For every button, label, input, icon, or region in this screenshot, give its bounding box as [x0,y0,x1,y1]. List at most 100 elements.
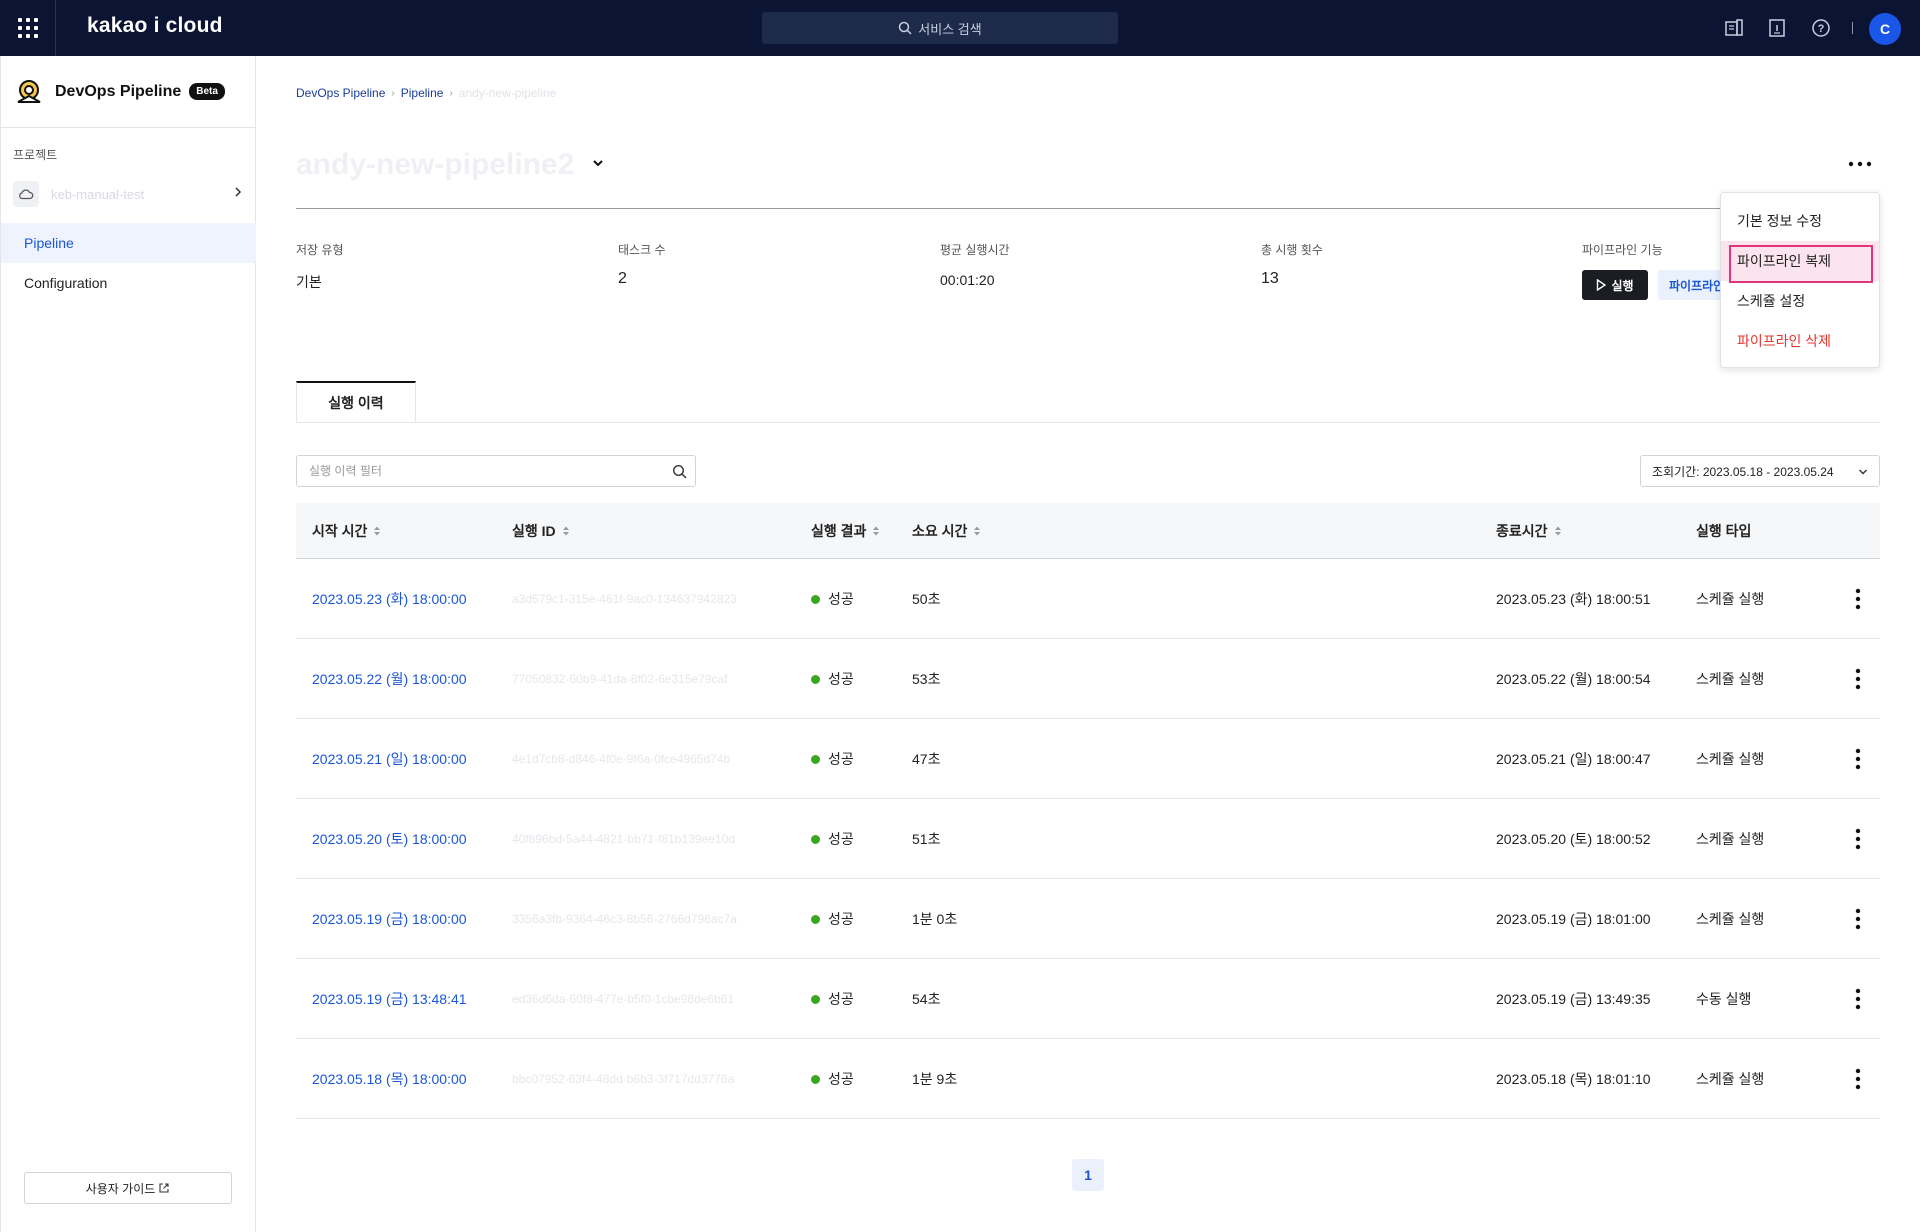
more-vertical-icon [1855,988,1861,1010]
breadcrumb-root[interactable]: DevOps Pipeline [296,86,386,100]
project-name: keb-manual-test [51,186,145,202]
sidebar-item-pipeline[interactable]: Pipeline [1,223,256,263]
sidebar-item-configuration[interactable]: Configuration [1,263,256,303]
beta-badge: Beta [189,83,225,100]
row-more-button[interactable] [1846,1066,1870,1092]
title-divider [296,208,1880,209]
row-result: 성공 [811,559,854,639]
tab-history[interactable]: 실행 이력 [296,381,416,423]
history-filter-input[interactable] [309,464,649,478]
menu-item-edit-info[interactable]: 기본 정보 수정 [1721,201,1879,241]
row-more-button[interactable] [1846,906,1870,932]
row-start-time[interactable]: 2023.05.22 (월) 18:00:00 [312,671,467,687]
row-run-id: 40f896bd-5a44-4821-bb71-f81b139ee10d [512,832,735,846]
success-status-icon [811,834,820,844]
pipeline-more-menu: 기본 정보 수정 파이프라인 복제 스케쥴 설정 파이프라인 삭제 [1720,192,1880,368]
search-icon[interactable] [672,464,687,479]
svg-text:?: ? [1818,23,1825,35]
stat-label: 저장 유형 [296,243,344,257]
row-result-label: 성공 [828,991,854,1007]
project-selector[interactable]: keb-manual-test [13,180,243,208]
stat-label: 태스크 수 [618,243,666,257]
row-more-button[interactable] [1846,826,1870,852]
stat-avg-time: 평균 실행시간 00:01:20 [940,241,1010,288]
chevron-right-icon: › [449,87,453,99]
breadcrumb-section[interactable]: Pipeline [400,86,444,100]
row-start-time[interactable]: 2023.05.19 (금) 18:00:00 [312,911,467,927]
external-link-icon [159,1183,169,1193]
row-more-button[interactable] [1846,666,1870,692]
sidebar: DevOps Pipeline Beta 프로젝트 keb-manual-tes… [0,56,256,1232]
row-run-id: ed36d6da-60f8-477e-b5f0-1cbe98de6b61 [512,992,735,1006]
stat-label: 파이프라인 기능 [1582,243,1663,257]
column-duration[interactable]: 소요 시간 [912,503,981,559]
column-result[interactable]: 실행 결과 [811,503,880,559]
row-start-time[interactable]: 2023.05.19 (금) 13:48:41 [312,991,467,1007]
console-icon[interactable] [1722,16,1746,40]
column-run-id[interactable]: 실행 ID [512,503,570,559]
pagination-page-1[interactable]: 1 [1072,1159,1104,1191]
chevron-down-icon [593,160,603,167]
row-end-time: 2023.05.23 (화) 18:00:51 [1496,591,1651,607]
row-more-button[interactable] [1846,586,1870,612]
menu-item-duplicate[interactable]: 파이프라인 복제 [1721,241,1879,283]
row-duration: 50초 [912,591,941,607]
success-status-icon [811,674,820,684]
menu-item-label: 파이프라인 삭제 [1737,333,1832,349]
column-label: 실행 결과 [811,523,867,539]
row-end-time: 2023.05.19 (금) 13:49:35 [1496,991,1651,1007]
chevron-down-icon [1859,469,1867,475]
service-title: DevOps Pipeline [55,82,182,100]
row-start-time[interactable]: 2023.05.21 (일) 18:00:00 [312,751,467,767]
table-row: 2023.05.23 (화) 18:00:00 a3d579c1-315e-461… [296,559,1880,639]
sidebar-header: DevOps Pipeline Beta [1,56,255,128]
run-button[interactable]: 실행 [1582,270,1648,300]
sort-icon [974,526,981,536]
user-guide-button[interactable]: 사용자 가이드 [24,1172,232,1204]
pipeline-more-button[interactable] [1846,152,1874,176]
row-more-button[interactable] [1846,746,1870,772]
row-result-label: 성공 [828,1071,854,1087]
success-status-icon [811,994,820,1004]
row-start-time[interactable]: 2023.05.23 (화) 18:00:00 [312,591,467,607]
user-avatar[interactable]: C [1869,13,1901,45]
stat-storage-type: 저장 유형 기본 [296,241,344,292]
row-result: 성공 [811,799,854,879]
row-result: 성공 [811,959,854,1039]
sort-icon [1554,526,1561,536]
devops-pipeline-logo-icon [17,79,41,103]
column-label: 종료시간 [1496,523,1548,539]
row-start-time[interactable]: 2023.05.20 (토) 18:00:00 [312,831,467,847]
cloud-icon [13,181,39,207]
column-run-type: 실행 타입 [1696,503,1751,559]
row-result: 성공 [811,639,854,719]
column-start-time[interactable]: 시작 시간 [312,503,381,559]
row-run-type: 스케쥴 실행 [1696,831,1765,847]
row-result-label: 성공 [828,751,854,767]
row-run-type: 스케쥴 실행 [1696,591,1765,607]
stat-task-count: 태스크 수 2 [618,241,666,288]
menu-item-schedule[interactable]: 스케쥴 설정 [1721,281,1879,321]
row-more-button[interactable] [1846,986,1870,1012]
pipeline-feature-label: 파이프라인 [1669,278,1725,293]
menu-item-label: 기본 정보 수정 [1737,213,1823,229]
logo[interactable]: kakao i cloud [87,14,223,37]
table-row: 2023.05.19 (금) 13:48:41 ed36d6da-60f8-477… [296,959,1880,1039]
stat-total-runs: 총 시행 횟수 13 [1261,241,1323,288]
pipeline-switcher[interactable] [591,156,605,173]
column-end-time[interactable]: 종료시간 [1496,503,1562,559]
row-run-type: 스케쥴 실행 [1696,751,1765,767]
more-vertical-icon [1855,908,1861,930]
service-search[interactable]: 서비스 검색 [762,12,1118,44]
user-guide-label: 사용자 가이드 [85,1181,156,1196]
document-icon[interactable] [1765,16,1789,40]
row-run-id: bbc07952-63f4-48dd-b6b3-3f717dd3776a [512,1072,735,1086]
stat-value: 00:01:20 [940,272,995,288]
period-select[interactable]: 조회기간: 2023.05.18 - 2023.05.24 [1640,455,1880,487]
help-icon[interactable]: ? [1809,16,1833,40]
menu-item-delete[interactable]: 파이프라인 삭제 [1721,321,1879,361]
row-start-time[interactable]: 2023.05.18 (목) 18:00:00 [312,1071,467,1087]
stat-label: 평균 실행시간 [940,243,1010,257]
table-row: 2023.05.21 (일) 18:00:00 4e1d7cb8-d846-4f0… [296,719,1880,799]
apps-menu-button[interactable] [0,0,56,56]
